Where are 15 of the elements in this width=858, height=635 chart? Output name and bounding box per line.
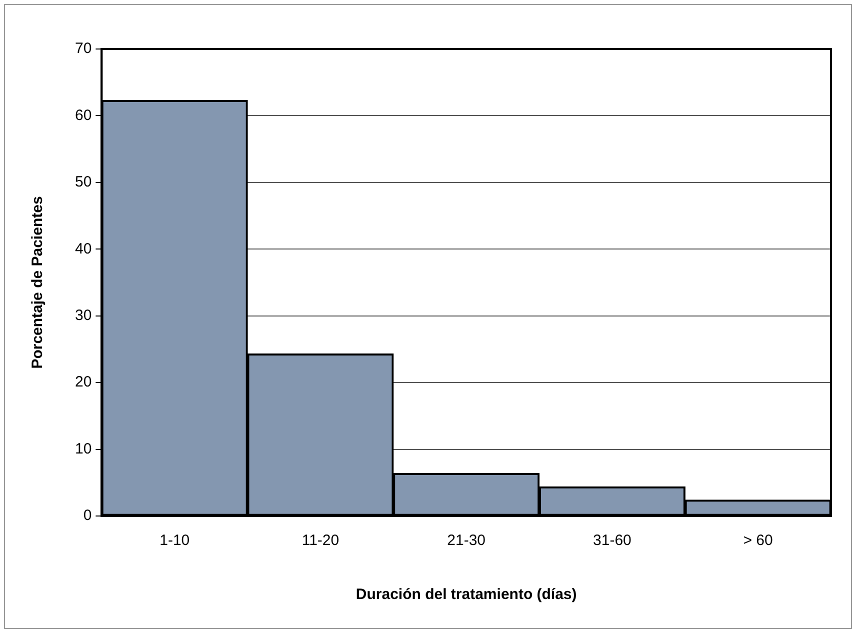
y-axis-title: Porcentaje de Pacientes — [29, 196, 46, 369]
y-tick-label: 40 — [74, 240, 92, 258]
x-tick-label: 1-10 — [160, 532, 190, 550]
x-tick-label: 21-30 — [447, 532, 486, 550]
y-tick-label: 60 — [74, 106, 92, 124]
x-tick-label: > 60 — [743, 532, 773, 550]
y-tick-label: 70 — [74, 40, 92, 58]
y-tick-label: 0 — [83, 507, 92, 524]
y-tick-label: 50 — [74, 174, 92, 191]
x-tick-label: 31-60 — [593, 532, 632, 550]
x-axis-title: Duración del tratamiento (días) — [356, 586, 577, 604]
y-tick-label: 20 — [74, 374, 92, 391]
y-tick-label: 30 — [74, 307, 92, 324]
y-tick-label: 10 — [74, 440, 92, 458]
x-tick-label: 11-20 — [302, 532, 340, 550]
